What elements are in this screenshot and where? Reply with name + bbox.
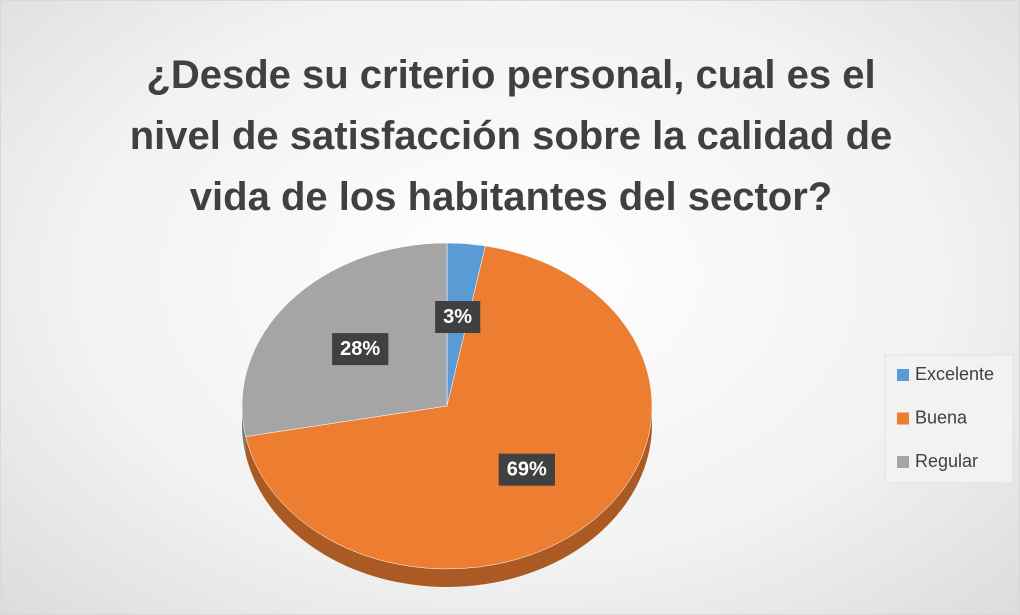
legend-swatch (897, 412, 909, 425)
legend-label: Regular (915, 451, 978, 471)
data-label: 69% (507, 459, 547, 481)
legend-swatch (897, 456, 909, 468)
data-label: 3% (443, 306, 472, 328)
legend-label: Excelente (915, 364, 994, 384)
data-label-box (332, 333, 389, 366)
data-label-box (435, 301, 481, 334)
chart-title: ¿Desde su criterio personal, cual es el … (129, 53, 893, 219)
legend: Excelente Buena Regular (884, 354, 1014, 484)
data-label-box (498, 453, 555, 486)
data-label: 28% (340, 338, 380, 360)
pie-side (242, 406, 246, 455)
pie-slice (245, 245, 653, 570)
legend-swatch (897, 369, 909, 381)
legend-label: Buena (915, 407, 968, 427)
